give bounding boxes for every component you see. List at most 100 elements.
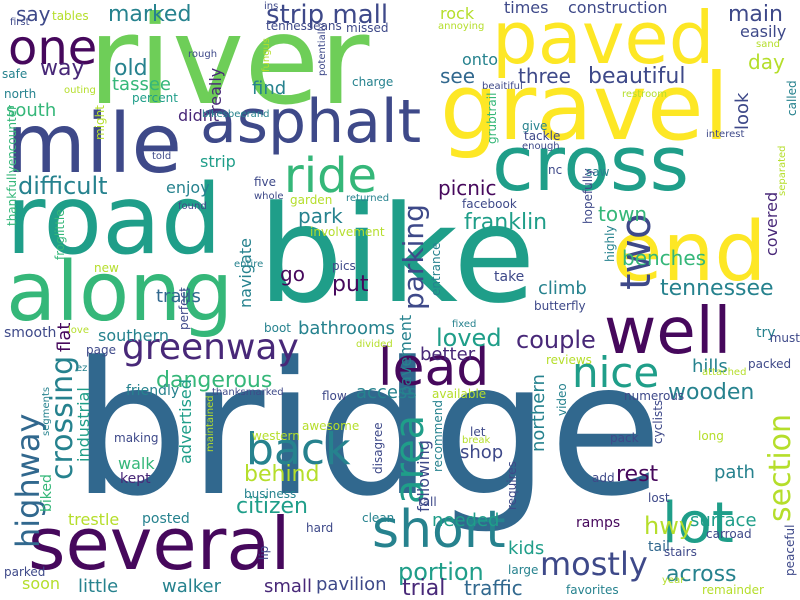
word-told: told xyxy=(152,151,172,162)
word-along: along xyxy=(6,245,234,340)
word-bike: bike xyxy=(258,177,536,333)
word-behind: behind xyxy=(244,462,320,487)
word-walker: walker xyxy=(162,576,222,597)
word-advertised: advertised xyxy=(176,379,195,464)
word-nice: nice xyxy=(572,348,660,397)
word-segments: segments xyxy=(41,386,52,436)
word-needed: needed xyxy=(432,510,500,531)
word-requires: requires xyxy=(505,461,519,510)
word-lost: lost xyxy=(648,491,670,505)
word-trestle: trestle xyxy=(68,510,120,529)
word-thanksmarked: thanksmarked xyxy=(212,387,284,398)
word-smooth: smooth xyxy=(4,325,57,341)
word-fixed: fixed xyxy=(452,319,477,330)
word-entrance: entrance xyxy=(429,242,443,296)
word-hard: hard xyxy=(306,521,334,535)
word-dangerous: dangerous xyxy=(156,368,273,393)
word-ins: ins xyxy=(264,1,279,12)
word-end: end xyxy=(612,205,767,300)
word-let: let xyxy=(470,425,486,439)
word-tables: tables xyxy=(52,9,89,23)
word-divided: divided xyxy=(356,339,393,350)
word-perfect: perfect xyxy=(177,287,191,330)
word-restroom: restroom xyxy=(622,89,668,100)
word-pavilion: pavilion xyxy=(316,574,387,595)
word-making: making xyxy=(114,431,159,445)
word-annoying: annoying xyxy=(438,21,485,32)
word-picnic: picnic xyxy=(438,176,497,200)
word-large: large xyxy=(508,563,539,577)
word-way: way xyxy=(40,56,85,81)
word-tackle: tackle xyxy=(524,129,561,143)
word-easily: easily xyxy=(740,22,787,41)
word-sand: sand xyxy=(756,39,781,50)
word-park: park xyxy=(298,204,343,228)
word-several: several xyxy=(28,502,291,586)
word-loved: loved xyxy=(436,324,502,352)
word-tassee: tassee xyxy=(112,74,171,95)
word-ez: ez xyxy=(76,363,88,374)
word-video: video xyxy=(555,383,569,416)
word-biked: biked xyxy=(39,474,55,512)
word-times: times xyxy=(504,0,549,17)
word-didnt: didnt xyxy=(178,106,220,125)
word-highly: highly xyxy=(603,225,617,262)
word-beautiful: beautiful xyxy=(588,64,686,89)
word-kids: kids xyxy=(508,538,545,559)
word-road: road xyxy=(6,164,222,276)
word-day: day xyxy=(748,50,785,74)
word-safe: safe xyxy=(2,67,28,81)
word-portion: portion xyxy=(398,558,484,586)
word-across: across xyxy=(666,562,737,587)
word-friendly: friendly xyxy=(126,383,180,399)
word-small: small xyxy=(264,576,312,597)
word-packed: packed xyxy=(748,357,792,371)
word-path: path xyxy=(714,462,755,483)
word-long: long xyxy=(698,429,724,443)
word-business: business xyxy=(244,487,297,501)
word-beaitiful: beaitiful xyxy=(482,81,523,92)
word-soon: soon xyxy=(22,574,61,593)
word-really: really xyxy=(206,67,225,112)
word-town: town xyxy=(598,202,648,226)
word-facebook: facebook xyxy=(462,197,517,211)
word-first: first xyxy=(10,17,30,28)
word-benches: benches xyxy=(622,246,707,270)
word-interest: interest xyxy=(706,129,745,140)
word-couple: couple xyxy=(516,326,596,354)
word-love: love xyxy=(68,325,89,336)
word-five: five xyxy=(254,175,277,189)
word-found: found xyxy=(178,201,207,212)
word-mile: mile xyxy=(6,97,182,192)
word-rock: rock xyxy=(440,4,475,23)
word-missed: missed xyxy=(346,21,389,35)
word-parked: parked xyxy=(4,565,46,579)
word-tennessee: tennessee xyxy=(660,276,774,301)
word-boot: boot xyxy=(264,321,292,335)
word-trial: trial xyxy=(402,576,446,600)
word-thankfullyencounter: thankfullyencounter xyxy=(5,105,19,226)
word-new: new xyxy=(94,261,119,275)
word-little: little xyxy=(78,576,119,597)
word-hwy: hwy xyxy=(644,512,694,540)
word-difficult: difficult xyxy=(18,172,108,200)
word-maintained: maintained xyxy=(205,395,216,452)
word-citizen: citizen xyxy=(236,494,308,519)
word-find: find xyxy=(252,78,287,99)
word-bridge: bridge xyxy=(72,323,663,537)
word-hills: hills xyxy=(692,356,728,377)
word-surface: surface xyxy=(690,510,757,531)
word-involvement: involvement xyxy=(310,225,385,239)
word-rough: rough xyxy=(188,49,218,60)
word-old: old xyxy=(114,56,148,81)
word-onto: onto xyxy=(462,50,498,69)
word-pack: pack xyxy=(610,431,639,445)
word-walk: walk xyxy=(118,454,155,473)
word-greenway: greenway xyxy=(122,327,299,368)
word-grubtrail: grubtrail xyxy=(485,92,499,144)
word-strip: strip xyxy=(200,152,236,171)
word-navigate: navigate xyxy=(236,238,255,308)
word-parking: parking xyxy=(397,204,430,310)
word-ride: ride xyxy=(284,148,378,204)
